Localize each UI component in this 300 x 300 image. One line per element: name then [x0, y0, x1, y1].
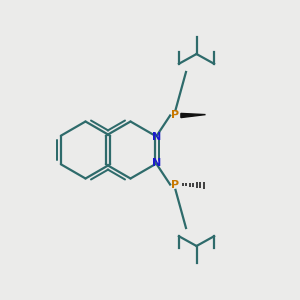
Text: P: P [171, 179, 180, 190]
Text: N: N [152, 132, 161, 142]
Text: N: N [152, 158, 161, 168]
Text: P: P [171, 110, 180, 121]
Polygon shape [181, 113, 206, 118]
